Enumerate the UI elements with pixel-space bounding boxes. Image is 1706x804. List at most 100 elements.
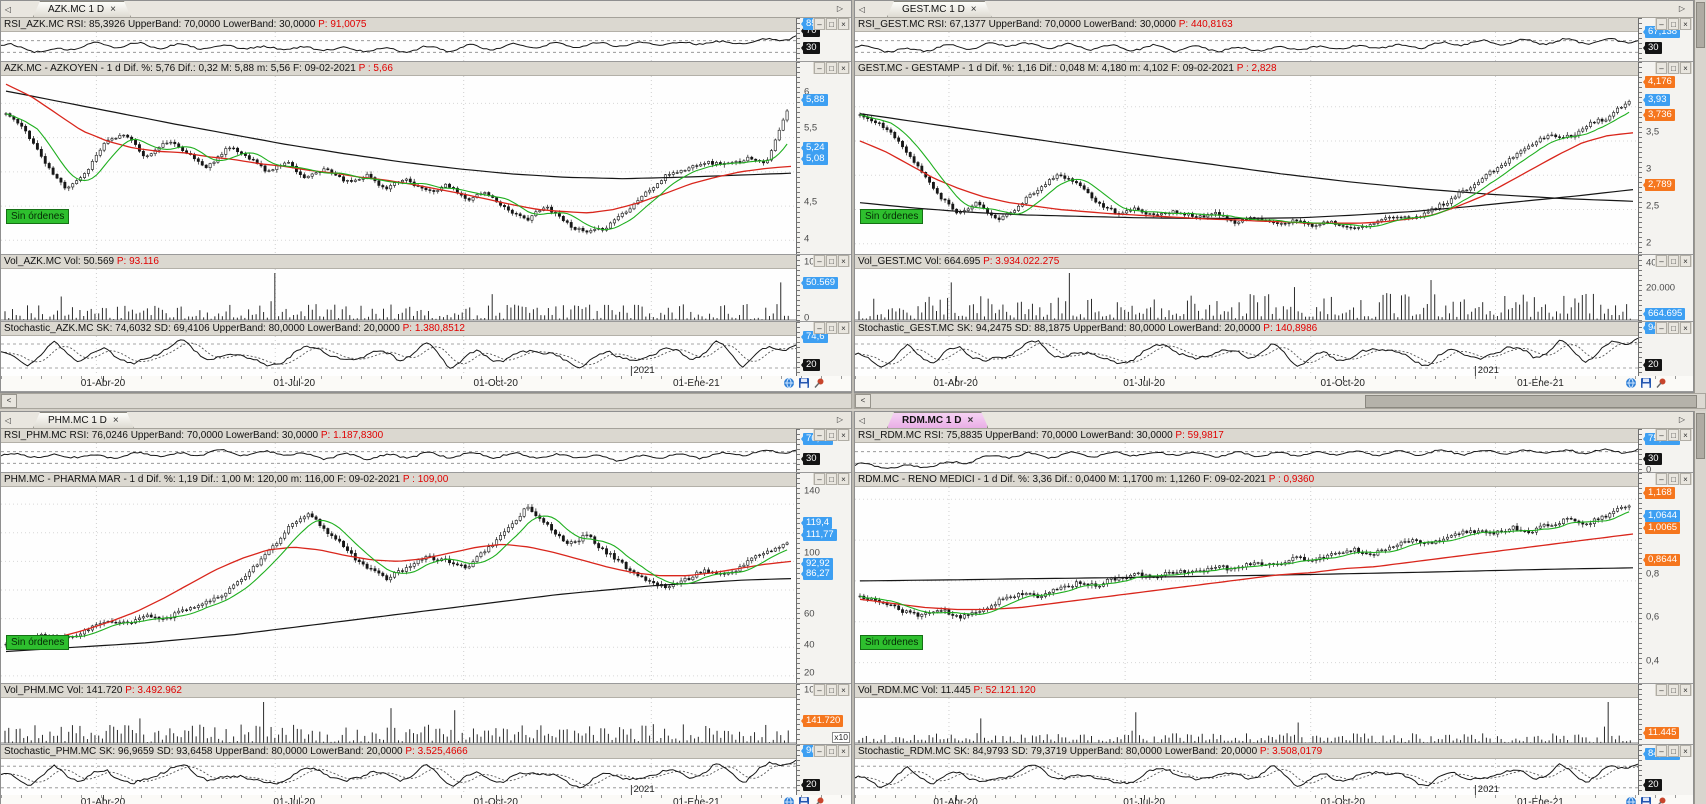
price-chart[interactable]: Sin órdenes <box>1 76 796 254</box>
minimize-icon[interactable]: – <box>1656 18 1667 30</box>
tab-close-icon[interactable]: × <box>110 4 116 15</box>
minimize-icon[interactable]: – <box>1656 429 1667 441</box>
date-axis[interactable]: 01-Abr-20 01-Jul-20 01-Oct-20 01-Ene-21 <box>1 795 851 804</box>
maximize-icon[interactable]: □ <box>1668 745 1679 757</box>
volume-chart[interactable] <box>855 269 1638 321</box>
maximize-icon[interactable]: □ <box>826 62 837 74</box>
pin-icon[interactable] <box>813 377 825 389</box>
tab-close-icon[interactable]: × <box>970 4 977 15</box>
chart-tab[interactable]: RDM.MC 1 D × <box>887 412 988 428</box>
pin-icon[interactable] <box>813 796 825 804</box>
maximize-icon[interactable]: □ <box>1668 322 1679 334</box>
horizontal-scrollbar[interactable]: < <box>0 393 852 409</box>
price-chart[interactable]: Sin órdenes <box>855 76 1638 254</box>
scroll-left-button[interactable]: < <box>1 394 17 408</box>
minimize-icon[interactable]: – <box>814 745 825 757</box>
maximize-icon[interactable]: □ <box>826 322 837 334</box>
minimize-icon[interactable]: – <box>814 429 825 441</box>
vertical-scrollbar-thumb[interactable] <box>1696 413 1705 459</box>
maximize-icon[interactable]: □ <box>1668 18 1679 30</box>
date-axis[interactable]: 01-Abr-20 01-Jul-20 01-Oct-20 01-Ene-21 <box>1 376 851 392</box>
minimize-icon[interactable]: – <box>814 684 825 696</box>
stochastic-chart[interactable]: 2021 <box>855 336 1638 376</box>
minimize-icon[interactable]: – <box>1656 322 1667 334</box>
volume-chart[interactable] <box>1 269 796 321</box>
close-icon[interactable]: × <box>1680 429 1691 441</box>
tab-scroll-right-icon[interactable]: ▷ <box>1678 4 1686 13</box>
tab-scroll-left-icon[interactable]: ◁ <box>858 5 866 14</box>
volume-chart[interactable] <box>1 698 796 744</box>
tab-scroll-right-icon[interactable]: ▷ <box>1678 415 1686 424</box>
close-icon[interactable]: × <box>838 62 849 74</box>
stochastic-chart[interactable]: 2021 <box>1 759 796 795</box>
pin-icon[interactable] <box>1655 796 1667 804</box>
minimize-icon[interactable]: – <box>1656 745 1667 757</box>
minimize-icon[interactable]: – <box>814 473 825 485</box>
maximize-icon[interactable]: □ <box>1668 473 1679 485</box>
close-icon[interactable]: × <box>1680 745 1691 757</box>
date-axis[interactable]: 01-Abr-20 01-Jul-20 01-Oct-20 01-Ene-21 <box>855 376 1693 392</box>
rsi-chart[interactable] <box>1 443 796 472</box>
vertical-scrollbar[interactable] <box>1694 411 1706 804</box>
save-icon[interactable] <box>1640 796 1652 804</box>
horizontal-scrollbar-thumb[interactable] <box>1365 395 1697 408</box>
save-icon[interactable] <box>1640 377 1652 389</box>
tab-scroll-left-icon[interactable]: ◁ <box>4 416 12 425</box>
maximize-icon[interactable]: □ <box>1668 255 1679 267</box>
minimize-icon[interactable]: – <box>1656 473 1667 485</box>
tab-close-icon[interactable]: × <box>112 415 119 426</box>
minimize-icon[interactable]: – <box>814 62 825 74</box>
close-icon[interactable]: × <box>838 745 849 757</box>
close-icon[interactable]: × <box>1680 18 1691 30</box>
rsi-chart[interactable] <box>1 32 796 61</box>
tab-close-icon[interactable]: × <box>967 415 974 426</box>
stochastic-chart[interactable]: 2021 <box>855 759 1638 795</box>
maximize-icon[interactable]: □ <box>826 684 837 696</box>
chart-tab[interactable]: GEST.MC 1 D × <box>887 1 992 17</box>
price-chart[interactable]: Sin órdenes <box>855 487 1638 683</box>
maximize-icon[interactable]: □ <box>826 429 837 441</box>
maximize-icon[interactable]: □ <box>826 18 837 30</box>
save-icon[interactable] <box>798 796 810 804</box>
horizontal-scrollbar[interactable]: < <box>854 393 1706 409</box>
close-icon[interactable]: × <box>1680 473 1691 485</box>
close-icon[interactable]: × <box>1680 684 1691 696</box>
maximize-icon[interactable]: □ <box>1668 62 1679 74</box>
volume-chart[interactable] <box>855 698 1638 744</box>
close-icon[interactable]: × <box>838 473 849 485</box>
rsi-chart[interactable] <box>855 32 1638 61</box>
scroll-left-button[interactable]: < <box>855 394 871 408</box>
chart-tab[interactable]: AZK.MC 1 D × <box>33 1 131 17</box>
tab-scroll-right-icon[interactable]: ▷ <box>836 415 844 424</box>
tab-scroll-left-icon[interactable]: ◁ <box>4 5 12 14</box>
chart-tab[interactable]: PHM.MC 1 D × <box>33 412 134 428</box>
save-icon[interactable] <box>798 377 810 389</box>
stochastic-chart[interactable]: 2021 <box>1 336 796 376</box>
minimize-icon[interactable]: – <box>1656 62 1667 74</box>
web-icon[interactable] <box>1625 796 1637 804</box>
price-chart[interactable]: Sin órdenes <box>1 487 796 683</box>
maximize-icon[interactable]: □ <box>1668 684 1679 696</box>
close-icon[interactable]: × <box>838 322 849 334</box>
web-icon[interactable] <box>1625 377 1637 389</box>
maximize-icon[interactable]: □ <box>826 473 837 485</box>
maximize-icon[interactable]: □ <box>826 255 837 267</box>
close-icon[interactable]: × <box>838 18 849 30</box>
close-icon[interactable]: × <box>838 255 849 267</box>
close-icon[interactable]: × <box>1680 255 1691 267</box>
minimize-icon[interactable]: – <box>1656 684 1667 696</box>
close-icon[interactable]: × <box>838 684 849 696</box>
web-icon[interactable] <box>783 377 795 389</box>
pin-icon[interactable] <box>1655 377 1667 389</box>
maximize-icon[interactable]: □ <box>1668 429 1679 441</box>
close-icon[interactable]: × <box>838 429 849 441</box>
close-icon[interactable]: × <box>1680 322 1691 334</box>
tab-scroll-left-icon[interactable]: ◁ <box>858 416 866 425</box>
minimize-icon[interactable]: – <box>814 322 825 334</box>
vertical-scrollbar-thumb[interactable] <box>1696 2 1705 48</box>
tab-scroll-right-icon[interactable]: ▷ <box>836 4 844 13</box>
minimize-icon[interactable]: – <box>1656 255 1667 267</box>
minimize-icon[interactable]: – <box>814 18 825 30</box>
date-axis[interactable]: 01-Abr-20 01-Jul-20 01-Oct-20 01-Ene-21 <box>855 795 1693 804</box>
rsi-chart[interactable] <box>855 443 1638 472</box>
